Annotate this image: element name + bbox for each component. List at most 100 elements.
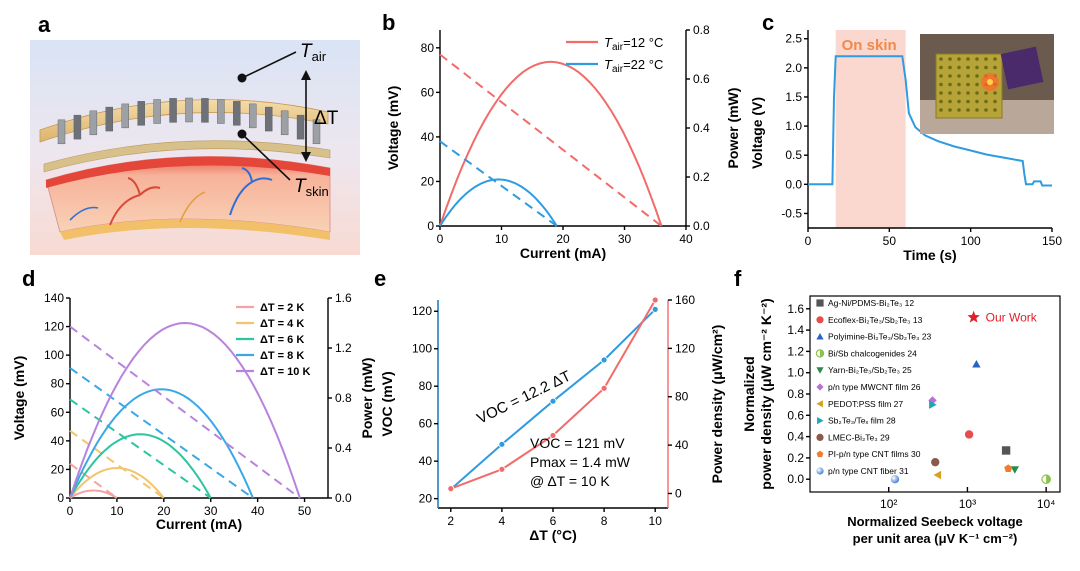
y-tick-label: 1.4 bbox=[787, 323, 804, 337]
panel-c: c On skin 0 50 100 150 -0.5 0.0 0.5 1.0 1.5 2.0 2.5… bbox=[749, 10, 1062, 263]
chart-c: On skin 0 50 100 150 -0.5 0.0 0.5 1.0 1.5 2.0 2.5 Ti… bbox=[749, 30, 1062, 263]
thermoelectric-leg bbox=[280, 110, 289, 136]
legend-marker bbox=[817, 417, 824, 425]
x-axis-label: Normalized Seebeck voltage bbox=[847, 514, 1023, 529]
legend-marker bbox=[815, 349, 825, 358]
legend-marker bbox=[816, 367, 824, 374]
inset-photo-pattern-dot bbox=[966, 99, 970, 104]
chart-f: 10² 10³ 10⁴ 0.0 0.2 0.4 0.6 0.8 1.0 1.2 1.4 1.6 Norm… bbox=[741, 295, 1061, 546]
y2-tick-label: 0.8 bbox=[693, 23, 710, 37]
y2-axis-label: Power density (μW/cm²) bbox=[709, 325, 725, 484]
y2-tick-label: 0.8 bbox=[335, 391, 352, 405]
chart-e: 2 4 6 8 10 20 40 60 80 100 120 0 40 80 120 160 ΔT (°C) VO… bbox=[379, 293, 725, 543]
thermoelectric-leg bbox=[121, 103, 129, 129]
y-tick-label: 100 bbox=[44, 348, 64, 362]
y-tick-label: 60 bbox=[51, 405, 65, 419]
y2-tick-label: 0.4 bbox=[693, 121, 710, 135]
thermoelectric-leg bbox=[201, 98, 209, 123]
annotation-note: VOC = 121 mV bbox=[530, 435, 625, 451]
inset-photo-pattern-dot bbox=[975, 91, 979, 95]
legend-marker bbox=[816, 299, 824, 307]
inset-photo-pattern-dot bbox=[984, 108, 988, 112]
y-tick-label: 40 bbox=[421, 130, 435, 144]
iv-line-3 bbox=[69, 367, 254, 499]
power-curve-1 bbox=[439, 178, 558, 227]
x-axis-label: Time (s) bbox=[903, 247, 956, 263]
inset-photo-pattern-dot bbox=[939, 65, 943, 70]
series-point-0 bbox=[549, 397, 557, 405]
data-point bbox=[933, 470, 942, 480]
y-tick-label: 2.5 bbox=[785, 32, 802, 46]
y-tick-label: 1.6 bbox=[787, 302, 804, 316]
inset-photo-pattern-dot bbox=[966, 108, 970, 112]
data-point bbox=[890, 475, 900, 484]
x-tick-label: 2 bbox=[447, 514, 454, 528]
thermoelectric-leg bbox=[89, 110, 98, 136]
blood-vessel-blue bbox=[69, 206, 99, 221]
x-tick-label: 0 bbox=[805, 234, 812, 248]
inset-photo-pattern-dot bbox=[966, 91, 970, 95]
inset-photo-pattern-dot bbox=[984, 65, 988, 70]
x-tick-label: 0 bbox=[437, 232, 444, 246]
y-tick-label: 40 bbox=[419, 454, 433, 468]
x-tick-label: 40 bbox=[679, 232, 693, 246]
thermoelectric-leg bbox=[105, 106, 114, 132]
y-axis-label: Normalized bbox=[741, 356, 757, 431]
data-point bbox=[1041, 474, 1051, 485]
y-tick-label: 120 bbox=[44, 320, 64, 334]
x-tick-label: 10 bbox=[110, 504, 124, 518]
x-axis-label: Current (mA) bbox=[520, 245, 606, 261]
y-axis-label: Voltage (mV) bbox=[385, 86, 401, 171]
y-tick-label: 1.0 bbox=[785, 119, 802, 133]
thermoelectric-leg bbox=[296, 114, 305, 140]
legend-label: ΔT = 6 K bbox=[260, 334, 304, 346]
panel-b: b 0 10 20 30 40 0 20 40 60 80 0.0 0.2 0.4 0.6 0.8 Curre… bbox=[382, 10, 741, 261]
skin-fat bbox=[60, 219, 330, 240]
inset-photo-led bbox=[987, 79, 993, 85]
inset-photo-pattern-dot bbox=[966, 74, 970, 78]
inset-photo-pattern-dot bbox=[966, 82, 970, 87]
inset-photo-pattern-dot bbox=[957, 65, 961, 70]
legend-label: Ecoflex-Bi₂Te₃/Sb₂Te₃ 13 bbox=[828, 315, 923, 325]
inset-photo-pattern-dot bbox=[975, 82, 979, 87]
x-tick-label: 20 bbox=[556, 232, 570, 246]
legend-marker bbox=[816, 383, 824, 391]
x-axis-label-2: per unit area (μV K⁻¹ cm⁻²) bbox=[853, 531, 1018, 546]
y-tick-label: 20 bbox=[421, 174, 435, 188]
y-tick-label: 60 bbox=[419, 417, 433, 431]
y-tick-label: 2.0 bbox=[785, 61, 802, 75]
x-tick-label: 6 bbox=[550, 514, 557, 528]
inset-photo-pattern-dot bbox=[984, 99, 988, 104]
series-point-1 bbox=[549, 432, 557, 439]
legend-label: Tair=12 °C bbox=[604, 35, 663, 53]
nerve-line bbox=[179, 191, 206, 223]
inset-photo-pattern-dot bbox=[939, 99, 943, 104]
inset-photo-pattern-dot bbox=[948, 57, 952, 61]
x-tick-label: 8 bbox=[601, 514, 608, 528]
inset-photo-pattern-dot bbox=[948, 74, 952, 78]
iv-line-0 bbox=[69, 462, 118, 499]
y-axis-label-2: power density (μW cm⁻² K⁻²) bbox=[758, 298, 774, 489]
legend-marker bbox=[816, 467, 824, 475]
y2-tick-label: 160 bbox=[675, 293, 695, 307]
legend-marker bbox=[816, 450, 824, 458]
inset-photo-pattern-dot bbox=[957, 99, 961, 104]
y-axis-label: Voltage (V) bbox=[749, 97, 765, 169]
y-tick-label: 0.5 bbox=[785, 148, 802, 162]
y-tick-label: 1.0 bbox=[787, 366, 804, 380]
inset-photo-pattern-dot bbox=[966, 57, 970, 61]
legend-label: PI-p/n type CNT films 30 bbox=[828, 449, 921, 459]
inset-photo-pattern-dot bbox=[948, 99, 952, 104]
data-point bbox=[1010, 466, 1019, 474]
skin-epidermis bbox=[46, 156, 330, 188]
legend-marker bbox=[816, 333, 824, 340]
on-skin-label: On skin bbox=[842, 37, 897, 54]
x-tick-label: 30 bbox=[204, 504, 218, 518]
inset-photo-pattern-dot bbox=[948, 82, 952, 87]
thermoelectric-leg bbox=[137, 101, 145, 126]
device-bottom-layer bbox=[43, 140, 331, 173]
data-point bbox=[931, 457, 940, 467]
series-point-1 bbox=[447, 485, 455, 493]
x-tick-label: 10³ bbox=[959, 497, 976, 511]
